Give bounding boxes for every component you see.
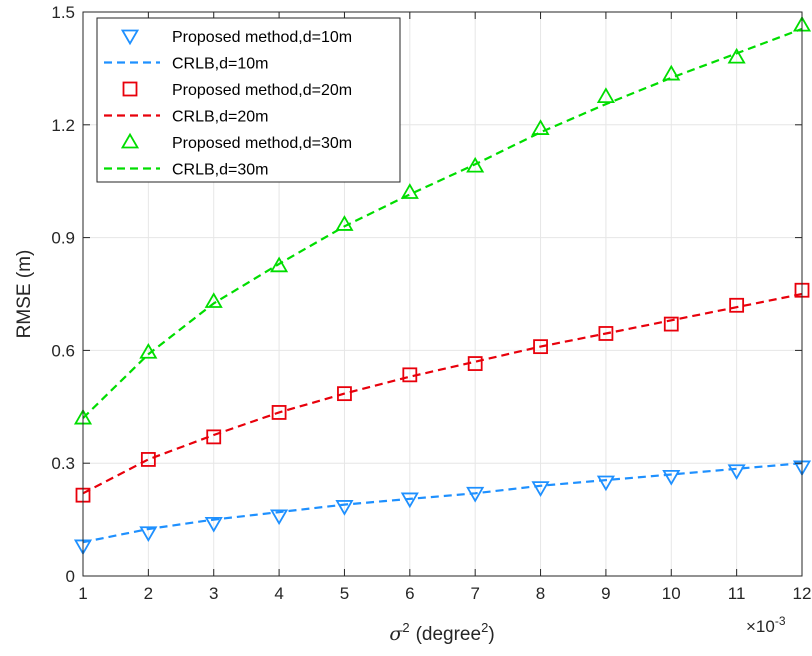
y-tick-label: 0.9 bbox=[51, 229, 75, 248]
x-axis-label-close: ) bbox=[488, 624, 494, 645]
legend-label: CRLB,d=10m bbox=[172, 56, 269, 73]
x-axis-multiplier-base: ×10 bbox=[746, 617, 775, 636]
x-tick-label: 7 bbox=[470, 584, 479, 603]
x-tick-label: 2 bbox=[144, 584, 153, 603]
data-point-square bbox=[337, 386, 352, 402]
x-axis-multiplier: ×10-3 bbox=[746, 614, 786, 636]
data-point-triangle-down bbox=[531, 481, 550, 497]
x-tick-label: 5 bbox=[340, 584, 349, 603]
plot-frame bbox=[82, 11, 803, 577]
data-point-square bbox=[206, 429, 222, 445]
x-tick-label: 6 bbox=[405, 584, 414, 603]
x-tick-label: 1 bbox=[78, 584, 87, 603]
legend-box bbox=[96, 17, 401, 183]
data-point-triangle-up bbox=[662, 64, 681, 81]
data-point-square bbox=[402, 367, 418, 383]
legend-label: CRLB,d=30m bbox=[172, 162, 269, 179]
data-point-square bbox=[533, 339, 548, 355]
data-point-triangle-down bbox=[204, 516, 223, 533]
data-point-square bbox=[663, 316, 679, 332]
y-axis-label: RMSE (m) bbox=[14, 250, 35, 339]
data-point-triangle-up bbox=[531, 119, 550, 135]
x-tick-label: 12 bbox=[793, 584, 812, 603]
legend-label: CRLB,d=20m bbox=[172, 109, 269, 126]
data-point-square bbox=[598, 326, 614, 341]
data-point-triangle-up bbox=[400, 183, 419, 199]
x-axis-multiplier-exp: -3 bbox=[775, 614, 786, 628]
x-axis-label: σ2 (degree2) bbox=[389, 620, 494, 645]
x-tick-label: 8 bbox=[536, 584, 545, 603]
legend-label: Proposed method,d=20m bbox=[172, 82, 352, 99]
data-point-triangle-down bbox=[400, 492, 419, 509]
data-point-square bbox=[467, 356, 483, 371]
data-point-triangle-down bbox=[139, 526, 158, 543]
series-layer bbox=[73, 15, 812, 556]
data-point-square bbox=[271, 405, 287, 420]
data-point-triangle-up bbox=[727, 47, 746, 64]
y-tick-label: 1.5 bbox=[51, 3, 75, 22]
x-axis-label-sigma: σ bbox=[389, 623, 403, 645]
data-point-triangle-up bbox=[466, 156, 485, 173]
series-line bbox=[82, 292, 803, 495]
x-axis-label-unit-exp: 2 bbox=[481, 620, 488, 635]
series-line bbox=[82, 462, 803, 544]
data-point-triangle-up bbox=[139, 342, 158, 359]
y-tick-label: 1.2 bbox=[51, 116, 75, 135]
data-point-triangle-down bbox=[662, 469, 681, 486]
data-point-triangle-up bbox=[270, 256, 289, 273]
legend-marker bbox=[120, 132, 140, 149]
legend-label: Proposed method,d=30m bbox=[172, 135, 352, 152]
data-point-triangle-down bbox=[335, 500, 354, 516]
data-point-triangle-down bbox=[596, 475, 615, 492]
legend: Proposed method,d=10m CRLB,d=10m Proposed … bbox=[96, 17, 401, 183]
legend-marker bbox=[122, 81, 138, 97]
x-axis-label-sigma-exp: 2 bbox=[402, 620, 409, 635]
data-point-triangle-up bbox=[204, 292, 223, 308]
legend-label: Proposed method,d=10m bbox=[172, 29, 352, 46]
x-tick-label: 10 bbox=[662, 584, 681, 603]
y-tick-label: 0.6 bbox=[51, 341, 75, 360]
data-point-triangle-down bbox=[466, 486, 485, 503]
series-line bbox=[82, 27, 803, 419]
y-tick-label: 0 bbox=[66, 567, 75, 586]
data-point-triangle-down bbox=[727, 464, 746, 481]
data-point-triangle-up bbox=[596, 87, 615, 103]
data-point-square bbox=[729, 297, 745, 313]
y-tick-label: 0.3 bbox=[51, 454, 75, 473]
x-tick-label: 4 bbox=[274, 584, 283, 603]
data-point-triangle-down bbox=[270, 509, 289, 526]
data-point-triangle-up bbox=[335, 215, 354, 231]
legend-marker bbox=[120, 29, 140, 46]
x-tick-label: 11 bbox=[728, 584, 746, 603]
x-tick-label: 9 bbox=[601, 584, 610, 603]
data-point-square bbox=[140, 452, 156, 467]
x-tick-label: 3 bbox=[209, 584, 218, 603]
x-axis-label-unit: (degree bbox=[416, 624, 482, 645]
